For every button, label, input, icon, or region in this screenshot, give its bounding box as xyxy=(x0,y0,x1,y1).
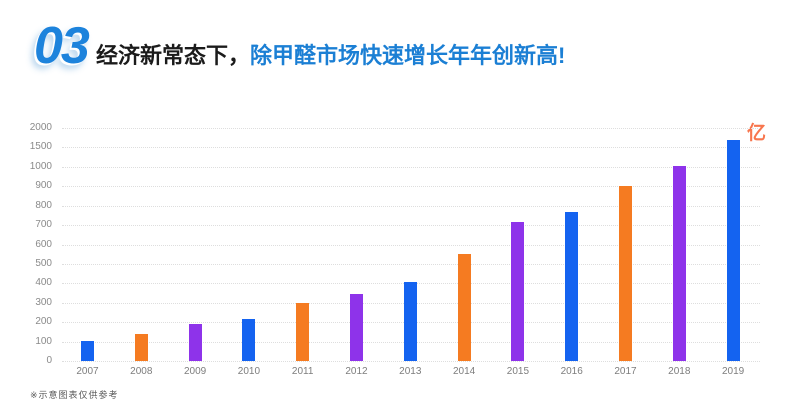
x-axis-tick-2017: 2017 xyxy=(614,366,637,377)
x-axis-tick-2009: 2009 xyxy=(183,366,207,377)
y-axis-tick-400: 400 xyxy=(35,277,52,289)
y-axis-tick-200: 200 xyxy=(35,316,52,328)
page-title-black-part: 经济新常态下， xyxy=(96,43,251,68)
y-axis-tick-500: 500 xyxy=(35,257,52,269)
y-axis-tick-0: 0 xyxy=(46,355,52,366)
y-axis-tick-600: 600 xyxy=(35,238,52,250)
bar-2010 xyxy=(242,319,256,361)
gridline-900 xyxy=(62,186,760,188)
page-title-blue-part: 除甲醛市场快速增长年年创新高! xyxy=(250,43,566,68)
bar-2016 xyxy=(565,211,579,361)
x-axis-tick-2010: 2010 xyxy=(237,366,261,377)
y-axis-tick-800: 800 xyxy=(35,199,52,211)
x-axis-tick-2014: 2014 xyxy=(452,366,476,377)
gridline-1000 xyxy=(62,166,760,168)
bar-2007 xyxy=(81,340,94,361)
x-axis-tick-2012: 2012 xyxy=(345,366,368,377)
y-axis-tick-300: 300 xyxy=(35,296,52,308)
section-number: 03 xyxy=(34,17,90,75)
bar-2012 xyxy=(350,294,363,361)
x-axis-tick-2015: 2015 xyxy=(506,366,530,377)
bar-2013 xyxy=(403,282,417,361)
x-axis-tick-2008: 2008 xyxy=(130,366,153,377)
y-axis-tick-2000: 2000 xyxy=(29,122,52,133)
y-axis-tick-700: 700 xyxy=(35,219,52,231)
gridline-700 xyxy=(62,225,760,227)
y-axis-tick-1500: 1500 xyxy=(29,141,52,153)
bar-chart: 0 100 200 300 400 500 600 700 800 900 1000 1500 2000… xyxy=(30,122,760,377)
gridline-500 xyxy=(62,263,760,265)
bar-2009 xyxy=(188,324,202,361)
y-axis-tick-1000: 1000 xyxy=(29,160,52,172)
bar-2014 xyxy=(457,254,471,361)
gridline-2000 xyxy=(62,128,760,129)
bar-2019 xyxy=(726,139,740,361)
gridline-800 xyxy=(62,205,760,207)
gridline-1500 xyxy=(62,147,760,149)
page-title: 经济新常态下，除甲醛市场快速增长年年创新高! xyxy=(96,42,565,70)
bar-2011 xyxy=(296,302,310,361)
bar-2008 xyxy=(134,333,148,361)
x-axis-tick-2018: 2018 xyxy=(668,366,691,377)
x-axis-tick-2007: 2007 xyxy=(76,366,99,377)
bar-2015 xyxy=(511,222,525,361)
x-axis-tick-2016: 2016 xyxy=(560,366,583,377)
y-axis-tick-100: 100 xyxy=(35,335,52,347)
x-axis-tick-2011: 2011 xyxy=(291,366,314,377)
bar-2018 xyxy=(672,166,686,361)
x-axis-tick-2019: 2019 xyxy=(721,366,745,377)
footnote: ※示意图表仅供参考 xyxy=(30,390,119,400)
gridline-600 xyxy=(62,244,760,246)
x-axis-tick-2013: 2013 xyxy=(399,366,422,377)
gridline-0 xyxy=(62,361,760,362)
bar-2017 xyxy=(619,186,632,361)
y-axis-tick-900: 900 xyxy=(35,180,52,192)
